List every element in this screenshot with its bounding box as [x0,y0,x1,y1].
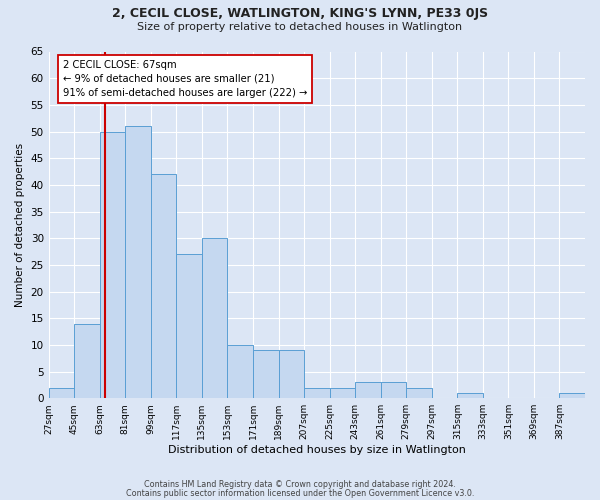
Text: Size of property relative to detached houses in Watlington: Size of property relative to detached ho… [137,22,463,32]
Bar [559,393,585,398]
Bar [278,350,304,398]
Bar [74,324,100,398]
Text: Contains HM Land Registry data © Crown copyright and database right 2024.: Contains HM Land Registry data © Crown c… [144,480,456,489]
Bar [304,388,329,398]
Text: 2, CECIL CLOSE, WATLINGTON, KING'S LYNN, PE33 0JS: 2, CECIL CLOSE, WATLINGTON, KING'S LYNN,… [112,8,488,20]
Bar [253,350,278,398]
Bar [151,174,176,398]
X-axis label: Distribution of detached houses by size in Watlington: Distribution of detached houses by size … [168,445,466,455]
Bar [329,388,355,398]
Text: Contains public sector information licensed under the Open Government Licence v3: Contains public sector information licen… [126,488,474,498]
Bar [100,132,125,398]
Bar [202,238,227,398]
Bar [125,126,151,398]
Bar [355,382,380,398]
Text: 2 CECIL CLOSE: 67sqm
← 9% of detached houses are smaller (21)
91% of semi-detach: 2 CECIL CLOSE: 67sqm ← 9% of detached ho… [63,60,307,98]
Bar [380,382,406,398]
Bar [49,388,74,398]
Bar [406,388,432,398]
Bar [457,393,483,398]
Bar [176,254,202,398]
Y-axis label: Number of detached properties: Number of detached properties [15,143,25,307]
Bar [227,345,253,398]
